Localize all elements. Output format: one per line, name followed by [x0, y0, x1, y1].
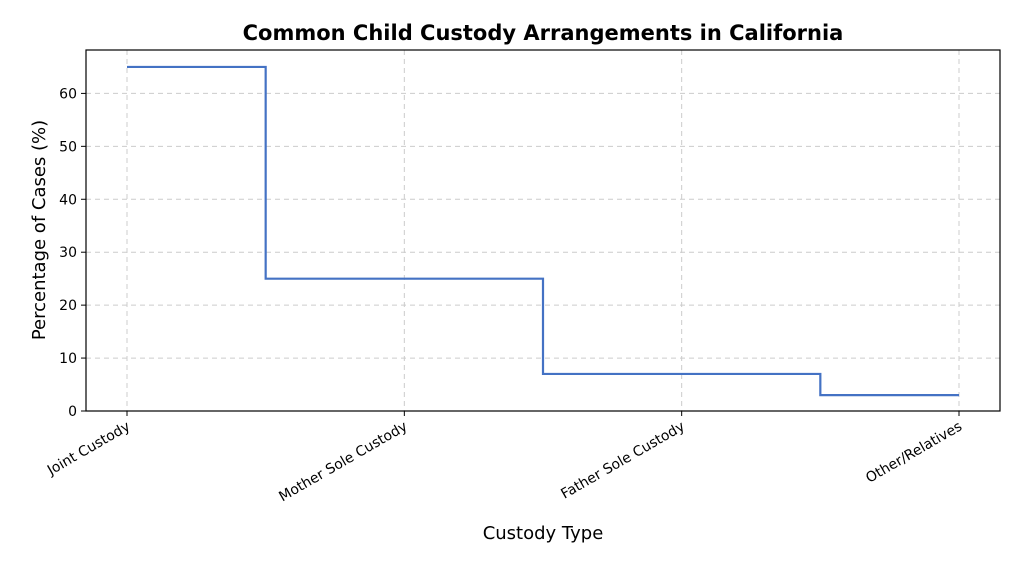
y-tick-label: 60	[59, 86, 77, 102]
x-tick-label: Other/Relatives	[863, 419, 965, 487]
x-tick-label: Joint Custody	[44, 419, 133, 480]
y-tick-label: 50	[59, 139, 77, 155]
series-step-line	[127, 65, 959, 397]
x-axis-ticks: Joint Custody Mother Sole Custody Father S…	[44, 411, 965, 505]
y-tick-label: 10	[59, 351, 77, 367]
x-tick-label: Father Sole Custody	[558, 419, 687, 503]
chart-title: Common Child Custody Arrangements in Cal…	[243, 21, 844, 45]
x-tick-label: Mother Sole Custody	[276, 419, 410, 506]
plot-frame	[85, 49, 1001, 412]
y-axis-label: Percentage of Cases (%)	[29, 120, 50, 340]
y-tick-label: 30	[59, 245, 77, 261]
series-layer	[127, 65, 959, 397]
y-tick-label: 0	[68, 404, 77, 420]
y-axis-ticks: 0 10 20 30 40 50 60	[59, 86, 86, 420]
y-tick-label: 20	[59, 298, 77, 314]
y-tick-label: 40	[59, 192, 77, 208]
grid-layer	[86, 50, 1000, 412]
x-axis-label: Custody Type	[483, 523, 604, 544]
